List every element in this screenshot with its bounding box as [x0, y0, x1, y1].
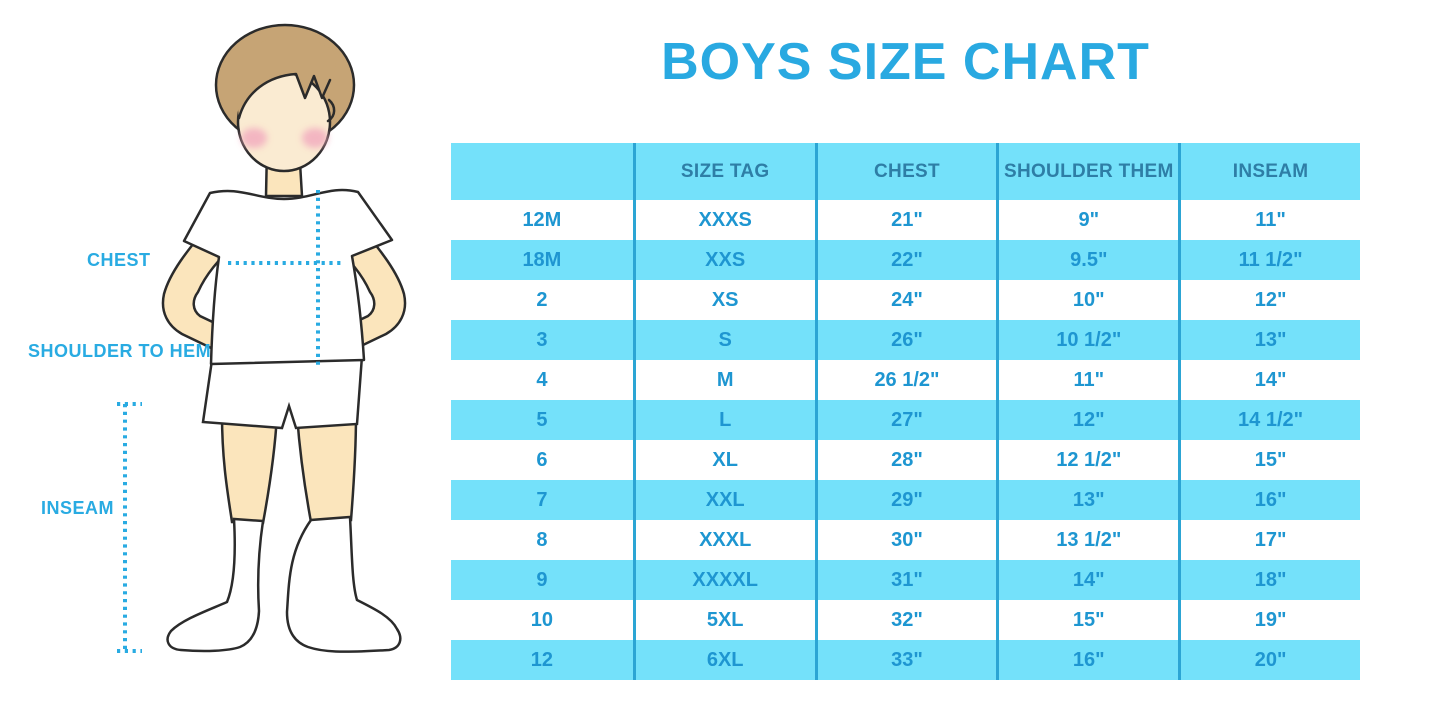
table-cell: XXXXL — [632, 560, 815, 600]
table-cell: 9" — [996, 200, 1179, 240]
boy-ear-curve — [326, 98, 336, 123]
table-cell: 21" — [814, 200, 997, 240]
row-size-label: 12 — [451, 640, 633, 680]
table-cell: 26" — [814, 320, 997, 360]
inseam-label: INSEAM — [41, 498, 115, 518]
shoulder-to-hem-label: SHOULDER TO HEM — [28, 341, 212, 361]
column-header: INSEAM — [1178, 143, 1360, 200]
table-cell: 24" — [814, 280, 997, 320]
table-cell: 11" — [1178, 200, 1360, 240]
table-cell: 16" — [1178, 480, 1360, 520]
table-cell: 12 1/2" — [996, 440, 1179, 480]
boy-figure-illustration — [117, 23, 407, 653]
page-title: BOYS SIZE CHART — [661, 33, 1150, 91]
row-size-label: 10 — [451, 600, 633, 640]
boy-cheek-left — [241, 128, 267, 148]
table-cell: S — [632, 320, 815, 360]
row-size-label: 2 — [451, 280, 633, 320]
table-cell: 13" — [996, 480, 1179, 520]
table-cell: 22" — [814, 240, 997, 280]
table-cell: 10" — [996, 280, 1179, 320]
table-cell: 14" — [996, 560, 1179, 600]
row-size-label: 5 — [451, 400, 633, 440]
table-cell: 13" — [1178, 320, 1360, 360]
table-cell: 20" — [1178, 640, 1360, 680]
table-cell: 31" — [814, 560, 997, 600]
row-size-label: 8 — [451, 520, 633, 560]
table-cell: 14" — [1178, 360, 1360, 400]
boy-hair-fringe — [237, 36, 337, 118]
column-header — [451, 143, 633, 200]
row-size-label: 18M — [451, 240, 633, 280]
boy-hairline — [237, 72, 332, 120]
column-header: SHOULDER THEM — [996, 143, 1179, 200]
table-cell: 26 1/2" — [814, 360, 997, 400]
table-cell: 9.5" — [996, 240, 1179, 280]
table-cell: XL — [632, 440, 815, 480]
boy-shorts — [201, 354, 364, 430]
table-cell: 19" — [1178, 600, 1360, 640]
table-cell: 11" — [996, 360, 1179, 400]
row-size-label: 3 — [451, 320, 633, 360]
boy-right-sock — [285, 515, 402, 653]
table-cell: XXL — [632, 480, 815, 520]
table-cell: XXXL — [632, 520, 815, 560]
table-cell: 12" — [1178, 280, 1360, 320]
table-cell: 13 1/2" — [996, 520, 1179, 560]
row-size-label: 12M — [451, 200, 633, 240]
table-cell: 6XL — [632, 640, 815, 680]
table-cell: 30" — [814, 520, 997, 560]
table-cell: XXXS — [632, 200, 815, 240]
column-header: CHEST — [814, 143, 997, 200]
row-size-label: 7 — [451, 480, 633, 520]
table-cell: 28" — [814, 440, 997, 480]
table-cell: 32" — [814, 600, 997, 640]
table-cell: 10 1/2" — [996, 320, 1179, 360]
table-cell: L — [632, 400, 815, 440]
table-cell: 15" — [996, 600, 1179, 640]
table-cell: M — [632, 360, 815, 400]
table-cell: 29" — [814, 480, 997, 520]
row-size-label: 4 — [451, 360, 633, 400]
table-cell: 11 1/2" — [1178, 240, 1360, 280]
boy-tshirt — [182, 188, 394, 366]
boy-cheek-right — [302, 128, 328, 148]
table-cell: XXS — [632, 240, 815, 280]
boy-left-sock — [166, 517, 265, 653]
table-cell: 17" — [1178, 520, 1360, 560]
table-cell: XS — [632, 280, 815, 320]
row-size-label: 6 — [451, 440, 633, 480]
table-cell: 18" — [1178, 560, 1360, 600]
chest-label: CHEST — [87, 250, 151, 270]
table-cell: 27" — [814, 400, 997, 440]
table-cell: 16" — [996, 640, 1179, 680]
boy-left-leg — [220, 413, 279, 525]
table-cell: 33" — [814, 640, 997, 680]
column-header: SIZE TAG — [632, 143, 815, 200]
table-cell: 12" — [996, 400, 1179, 440]
row-size-label: 9 — [451, 560, 633, 600]
size-chart-table: SIZE TAG CHEST SHOULDER THEM INSEAM 12M XXXS 2… — [451, 143, 1360, 680]
table-cell: 14 1/2" — [1178, 400, 1360, 440]
table-cell: 15" — [1178, 440, 1360, 480]
table-cell: 5XL — [632, 600, 815, 640]
boy-right-leg — [295, 413, 358, 524]
